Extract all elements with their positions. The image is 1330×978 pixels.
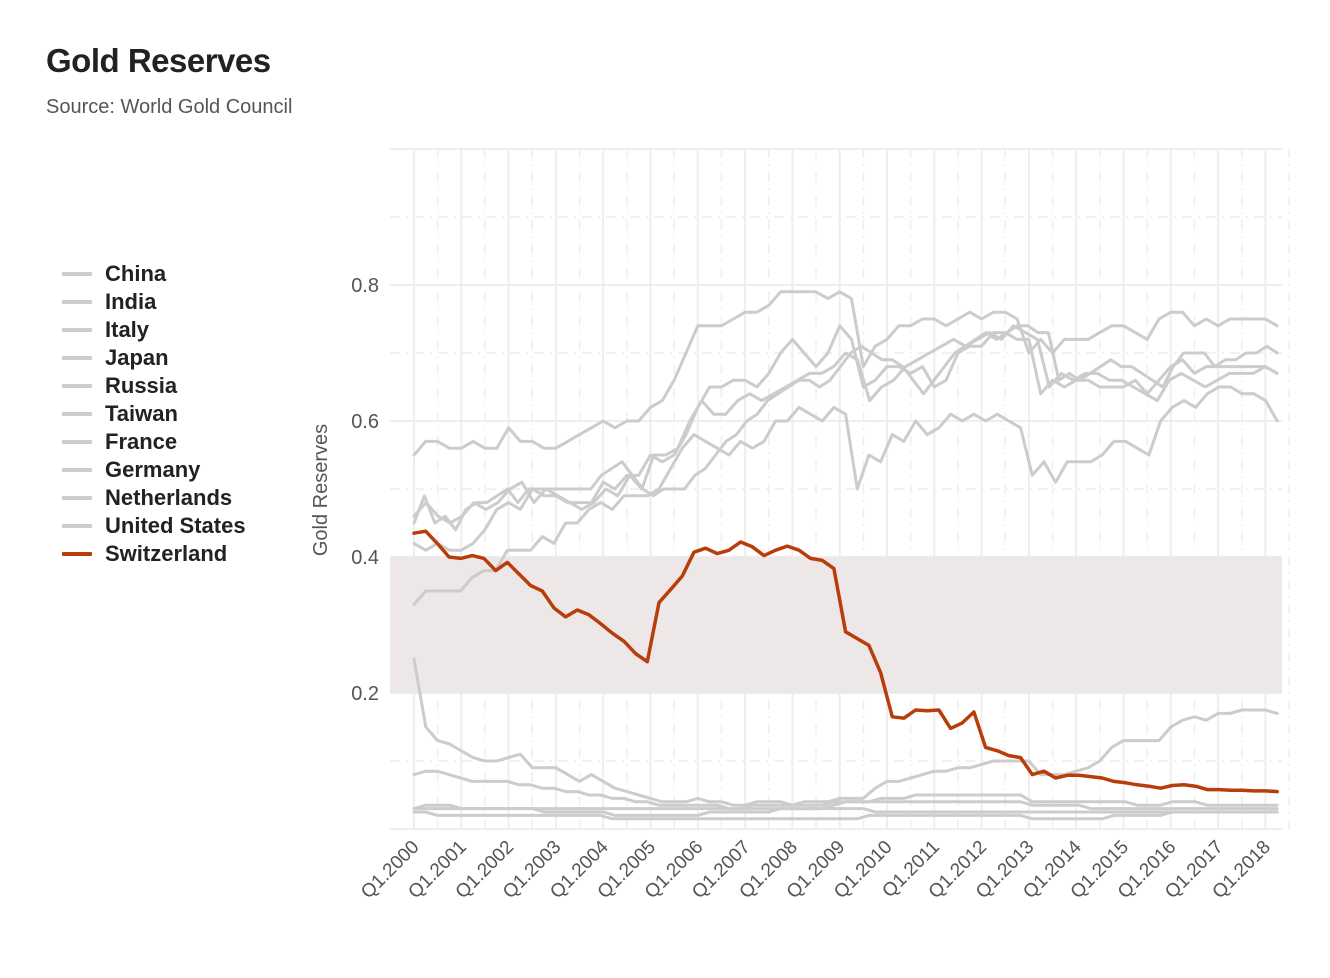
legend-label: Germany <box>105 457 201 482</box>
legend-item: Russia <box>62 372 246 400</box>
legend-item: Italy <box>62 316 246 344</box>
series-line-united-states <box>412 810 1279 821</box>
legend-item: India <box>62 288 246 316</box>
series-line-germany <box>412 800 1279 811</box>
legend-label: China <box>105 261 167 286</box>
legend-label: Japan <box>105 345 169 370</box>
legend-item: Japan <box>62 344 246 372</box>
series-line-switzerland <box>412 529 1279 794</box>
legend-item: China <box>62 260 246 288</box>
legend-label: Russia <box>105 373 178 398</box>
legend-item: France <box>62 428 246 456</box>
legend-swatch <box>62 524 92 528</box>
series-layer <box>412 290 1279 821</box>
series-line-japan <box>412 385 1279 607</box>
legend-item: Taiwan <box>62 400 246 428</box>
chart-subtitle: Source: World Gold Council <box>46 96 293 118</box>
legend-item: Germany <box>62 456 246 484</box>
legend-label: France <box>105 429 178 454</box>
legend-label: Taiwan <box>105 401 178 426</box>
legend-item: Switzerland <box>62 540 246 568</box>
series-line-russia <box>412 657 1279 807</box>
legend-label: India <box>105 289 157 314</box>
legend-label: United States <box>105 513 246 538</box>
y-tick-label: 0.8 <box>351 275 379 297</box>
legend-swatch <box>62 496 92 500</box>
legend-swatch <box>62 384 92 388</box>
legend: China India Italy Japan Russia Taiwan France Ge… <box>62 260 246 568</box>
y-tick-label: 0.4 <box>351 547 379 569</box>
legend-swatch <box>62 300 92 304</box>
legend-swatch <box>62 356 92 360</box>
y-tick-label: 0.6 <box>351 411 379 433</box>
legend-label: Netherlands <box>105 485 233 510</box>
legend-swatch <box>62 552 92 556</box>
legend-label: Switzerland <box>105 541 228 566</box>
legend-swatch <box>62 412 92 416</box>
legend-swatch <box>62 328 92 332</box>
major-grid <box>390 148 1282 830</box>
series-line-india <box>412 290 1279 457</box>
legend-item: Netherlands <box>62 484 246 512</box>
legend-label: Italy <box>105 317 150 342</box>
y-axis-ticks: 0.2 0.4 0.6 0.8 <box>351 275 379 705</box>
y-tick-label: 0.2 <box>351 683 379 705</box>
chart-title: Gold Reserves <box>46 42 271 79</box>
series-line-france <box>412 324 1279 552</box>
series-line-china <box>412 324 1279 532</box>
legend-swatch <box>62 440 92 444</box>
y-axis-label: Gold Reserves <box>310 424 332 556</box>
legend-swatch <box>62 272 92 276</box>
series-line-netherlands <box>412 803 1279 817</box>
x-axis-ticks: Q1.2000Q1.2001Q1.2002Q1.2003Q1.2004Q1.20… <box>357 836 1275 903</box>
legend-swatch <box>62 468 92 472</box>
legend-item: United States <box>62 512 246 540</box>
